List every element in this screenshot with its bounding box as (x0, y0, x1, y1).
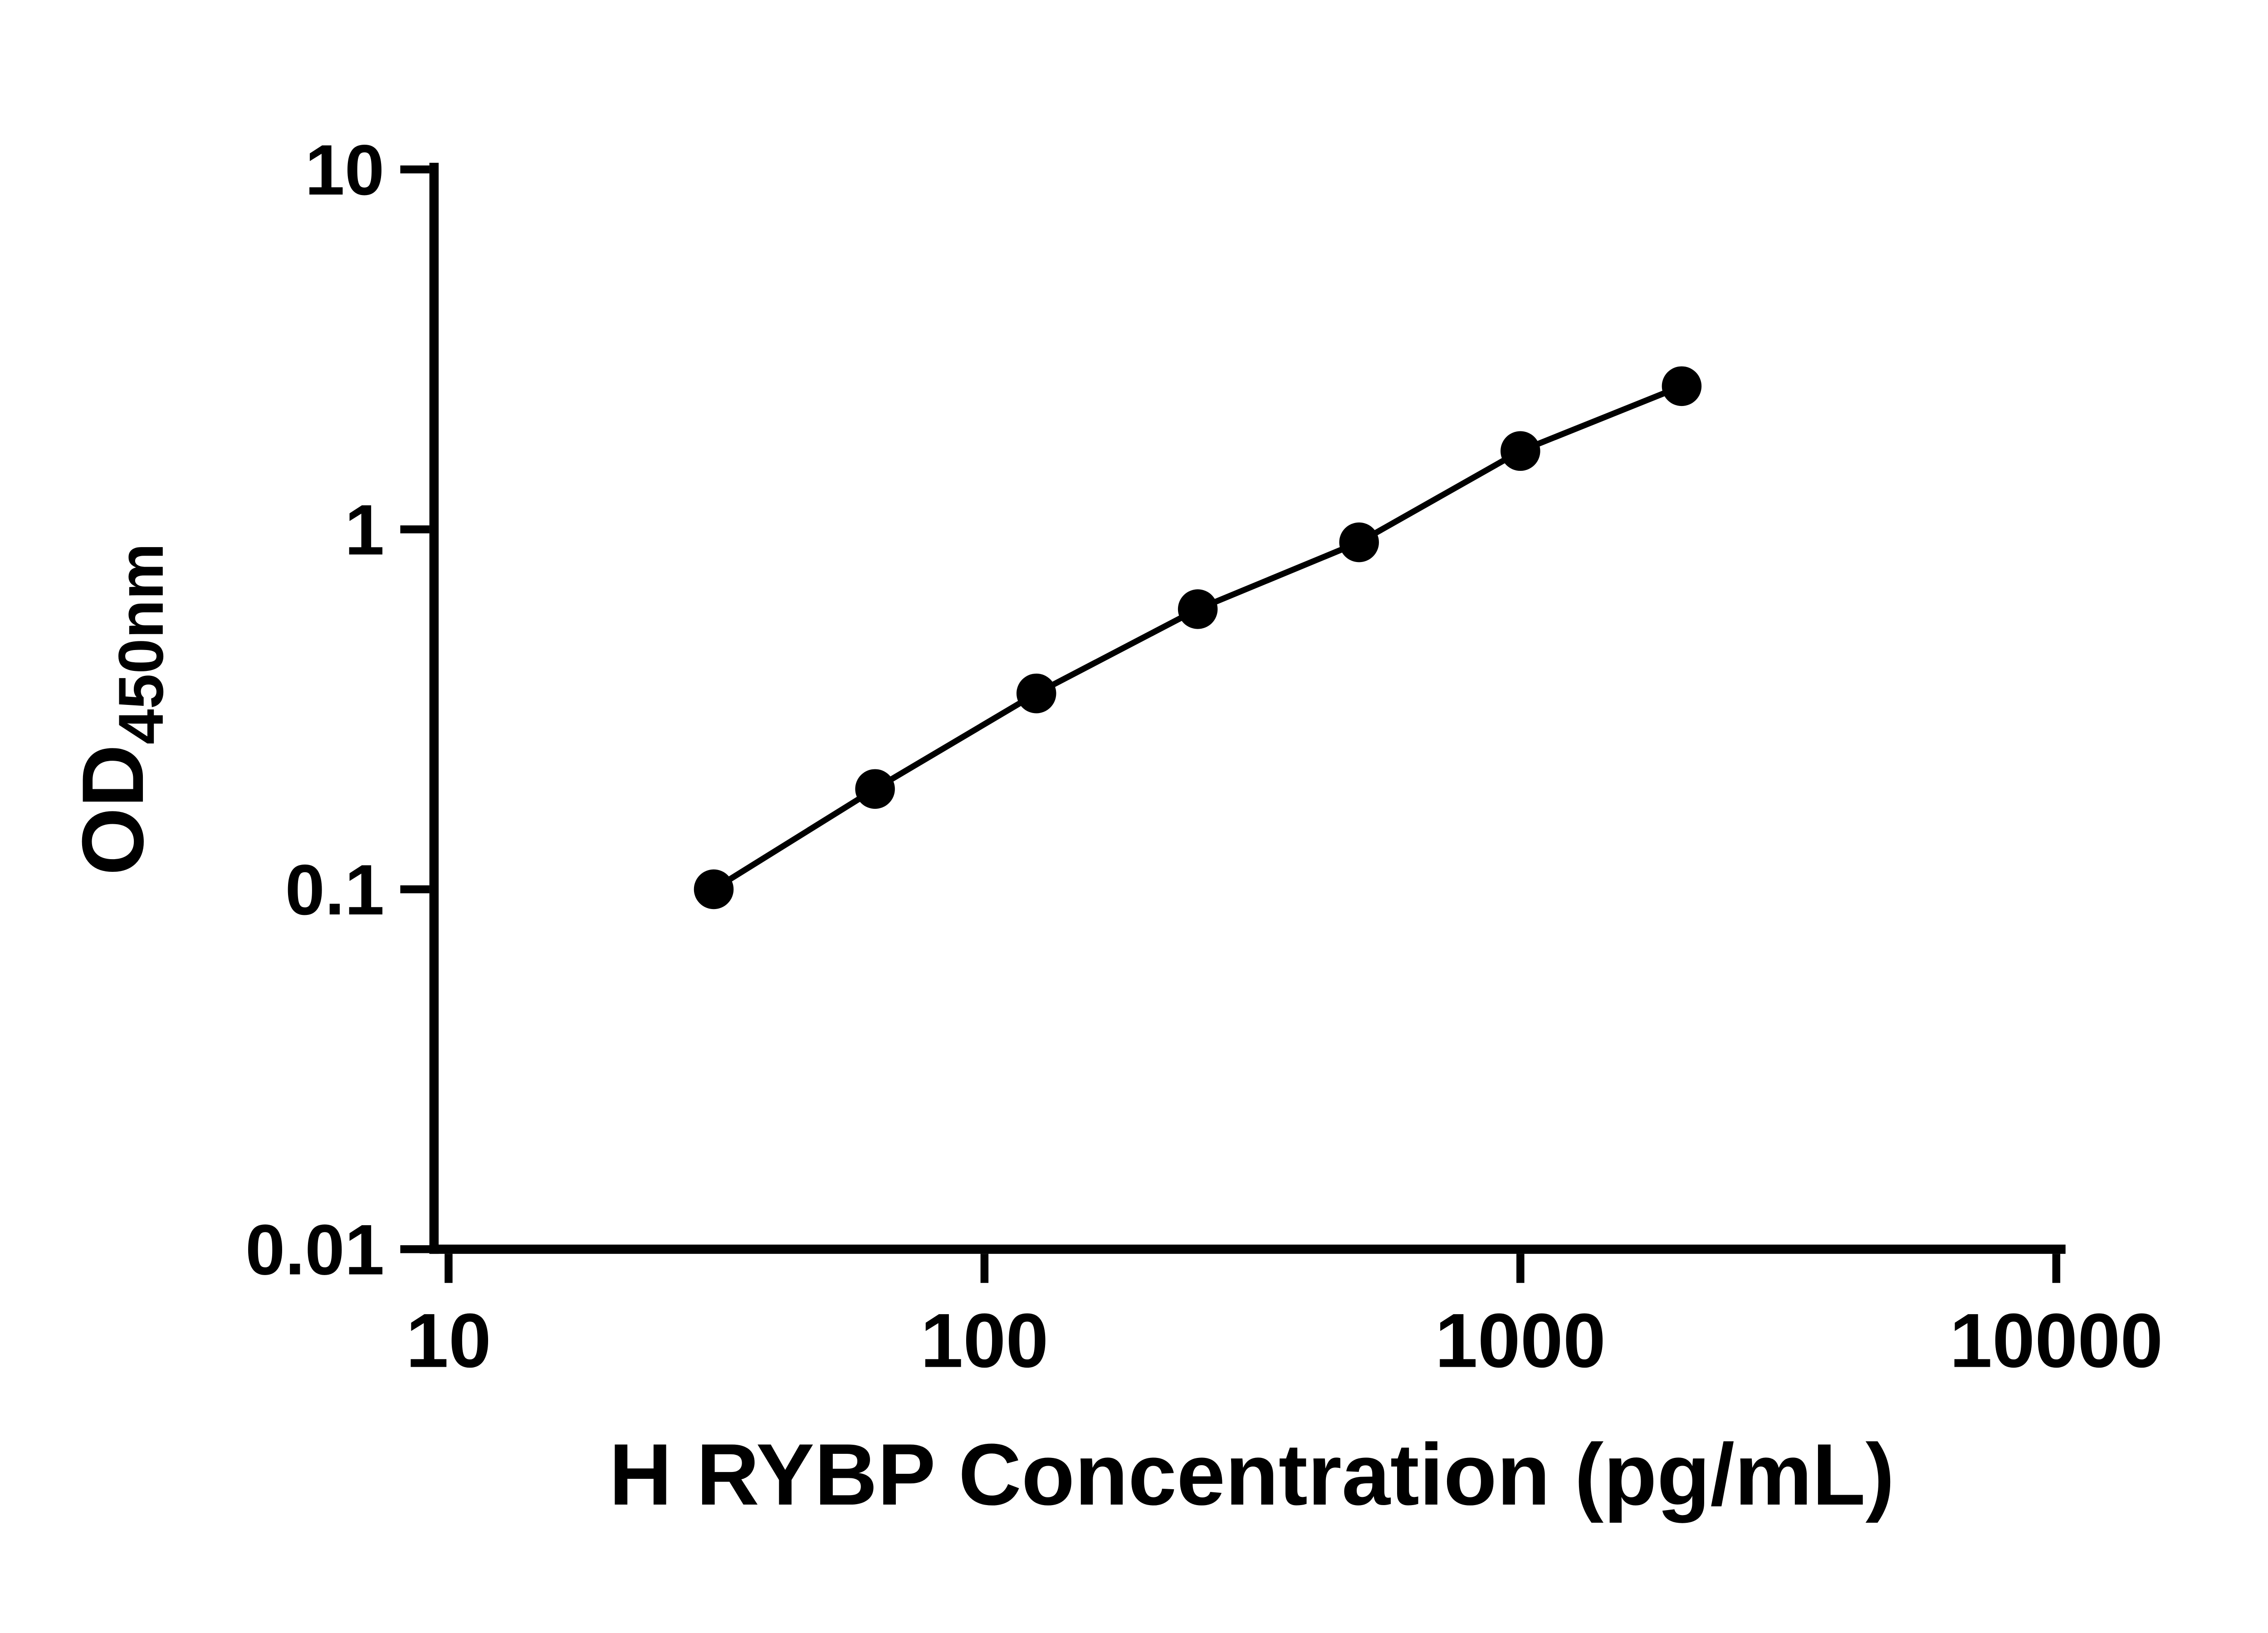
data-point (694, 869, 734, 909)
data-point (1016, 673, 1056, 714)
data-point (1339, 522, 1379, 562)
data-point (1501, 431, 1540, 471)
data-point (1178, 589, 1218, 629)
y-tick-label: 0.1 (285, 850, 384, 930)
x-tick-label: 100 (920, 1298, 1048, 1384)
x-tick-label: 10000 (1950, 1298, 2163, 1384)
x-tick-label: 1000 (1435, 1298, 1606, 1384)
y-axis-title: OD450nm (64, 543, 176, 875)
data-point (855, 769, 895, 809)
y-tick-label: 1 (345, 490, 385, 570)
y-tick-label: 10 (305, 130, 384, 210)
y-axis-title-main: OD (64, 744, 161, 875)
y-axis-title-subscript: 450nm (105, 543, 176, 744)
x-axis-title: H RYBP Concentration (pg/mL) (609, 1426, 1895, 1523)
data-point (1662, 366, 1702, 406)
y-tick-label: 0.01 (245, 1210, 385, 1290)
x-tick-label: 10 (406, 1298, 491, 1384)
plot-area: 10 1 0.1 0.01 10 100 1000 10000 (245, 130, 2163, 1384)
